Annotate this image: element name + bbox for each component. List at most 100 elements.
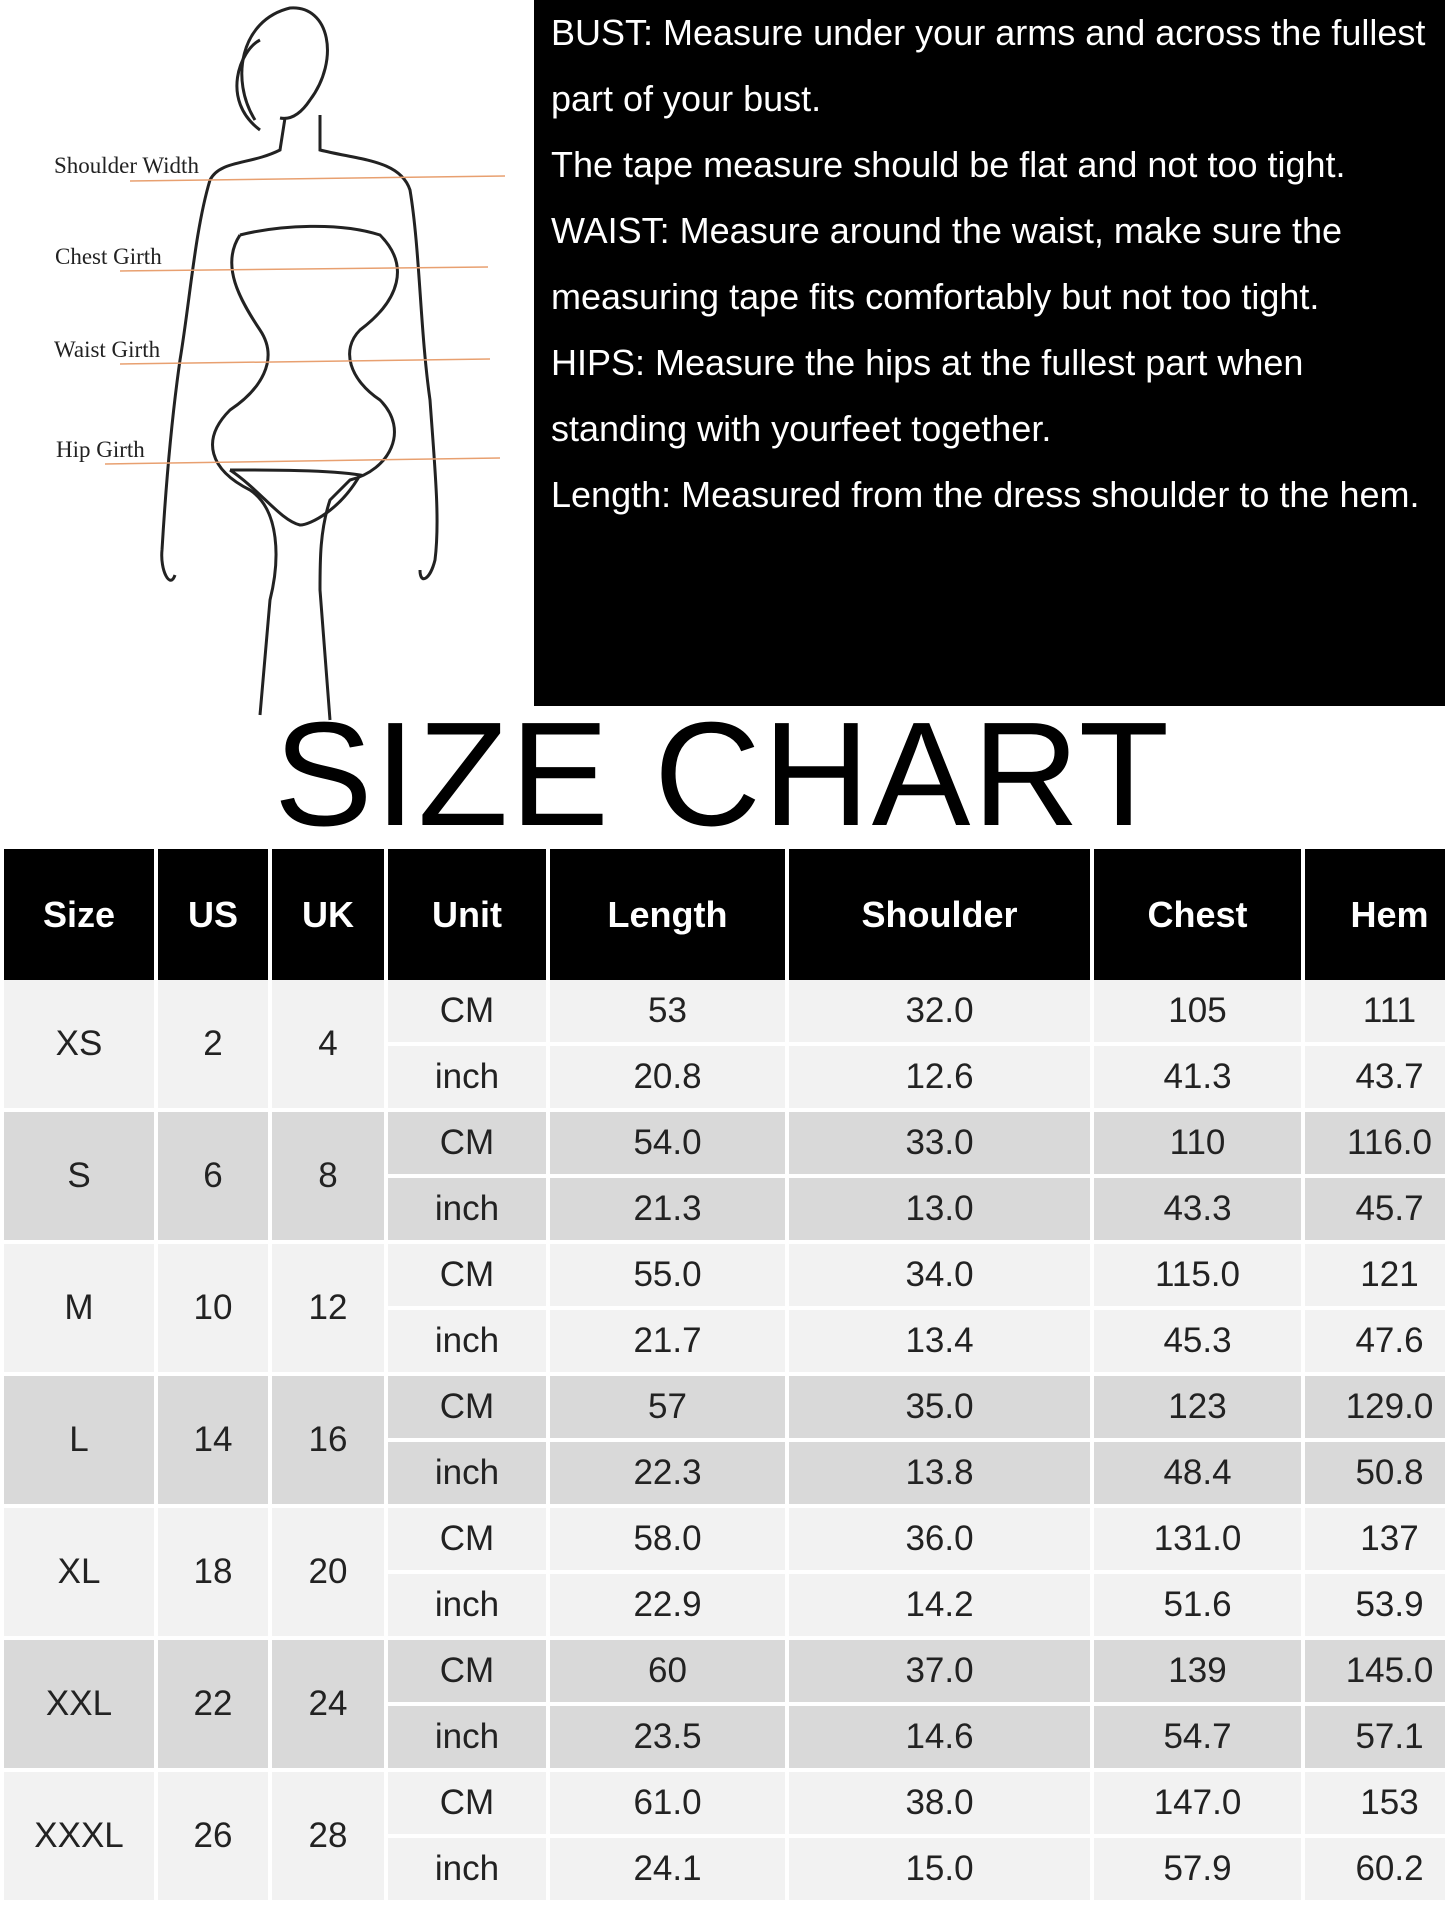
- guide-waist: WAIST: Measure around the waist, make su…: [551, 210, 1343, 317]
- guide-hips: HIPS: Measure the hips at the fullest pa…: [551, 342, 1304, 449]
- table-row: inch 20.8 12.6 41.3 43.7: [4, 1046, 1445, 1112]
- cell-hem: 116.0: [1305, 1112, 1445, 1178]
- cell-uk: 4: [272, 980, 384, 1112]
- cell-uk: 12: [272, 1244, 384, 1376]
- cell-chest: 147.0: [1094, 1772, 1301, 1838]
- cell-shoulder: 35.0: [789, 1376, 1090, 1442]
- cell-us: 6: [158, 1112, 268, 1244]
- table-row: XXL 22 24 CM 60 37.0 139 145.0: [4, 1640, 1445, 1772]
- cell-us: 10: [158, 1244, 268, 1376]
- table-row: inch 21.3 13.0 43.3 45.7: [4, 1178, 1445, 1244]
- body-measurement-figure: Shoulder Width Chest Girth Waist Girth H…: [0, 0, 534, 725]
- cell-us: 18: [158, 1508, 268, 1640]
- table-row: inch 22.9 14.2 51.6 53.9: [4, 1574, 1445, 1640]
- body-outline-illustration: [160, 6, 439, 721]
- column-header-unit: Unit: [388, 849, 546, 980]
- cell-chest: 115.0: [1094, 1244, 1301, 1310]
- cell-length: 23.5: [550, 1706, 785, 1772]
- cell-length: 54.0: [550, 1112, 785, 1178]
- cell-unit: CM: [388, 1244, 546, 1310]
- cell-chest: 110: [1094, 1112, 1301, 1178]
- cell-shoulder: 15.0: [789, 1838, 1090, 1904]
- cell-hem: 137: [1305, 1508, 1445, 1574]
- column-header-uk: UK: [272, 849, 384, 980]
- shoulder-line: [129, 175, 506, 182]
- cell-size: M: [4, 1244, 154, 1376]
- cell-shoulder: 13.0: [789, 1178, 1090, 1244]
- cell-hem: 57.1: [1305, 1706, 1445, 1772]
- table-row: S 6 8 CM 54.0 33.0 110 116.0: [4, 1112, 1445, 1244]
- cell-size: XL: [4, 1508, 154, 1640]
- cell-hem: 145.0: [1305, 1640, 1445, 1706]
- cell-shoulder: 14.6: [789, 1706, 1090, 1772]
- table-row: XS 2 4 CM 53 32.0 105 111: [4, 980, 1445, 1112]
- cell-hem: 45.7: [1305, 1178, 1445, 1244]
- cell-unit: CM: [388, 980, 546, 1046]
- table-header: Size US UK Unit Length Shoulder Chest Hem: [4, 849, 1445, 980]
- cell-hem: 47.6: [1305, 1310, 1445, 1376]
- cell-unit: inch: [388, 1838, 546, 1904]
- cell-unit: CM: [388, 1508, 546, 1574]
- page-title: SIZE CHART: [273, 692, 1172, 857]
- cell-chest: 57.9: [1094, 1838, 1301, 1904]
- cell-uk: 20: [272, 1508, 384, 1640]
- cell-length: 60: [550, 1640, 785, 1706]
- table-row: XXXL 26 28 CM 61.0 38.0 147.0 153: [4, 1772, 1445, 1904]
- cell-unit: inch: [388, 1706, 546, 1772]
- cell-unit: CM: [388, 1772, 546, 1838]
- column-header-hem: Hem: [1305, 849, 1445, 980]
- cell-chest: 131.0: [1094, 1508, 1301, 1574]
- cell-uk: 24: [272, 1640, 384, 1772]
- cell-unit: CM: [388, 1640, 546, 1706]
- waist-line: [119, 358, 491, 365]
- table-row: L 14 16 CM 57 35.0 123 129.0: [4, 1376, 1445, 1508]
- measurement-lines: [104, 175, 506, 465]
- cell-unit: inch: [388, 1178, 546, 1244]
- cell-hem: 53.9: [1305, 1574, 1445, 1640]
- cell-shoulder: 33.0: [789, 1112, 1090, 1178]
- cell-length: 61.0: [550, 1772, 785, 1838]
- cell-chest: 105: [1094, 980, 1301, 1046]
- cell-unit: inch: [388, 1574, 546, 1640]
- cell-length: 58.0: [550, 1508, 785, 1574]
- cell-shoulder: 36.0: [789, 1508, 1090, 1574]
- cell-shoulder: 34.0: [789, 1244, 1090, 1310]
- cell-length: 57: [550, 1376, 785, 1442]
- cell-us: 14: [158, 1376, 268, 1508]
- chest-line: [119, 266, 489, 272]
- cell-uk: 16: [272, 1376, 384, 1508]
- cell-shoulder: 13.8: [789, 1442, 1090, 1508]
- cell-uk: 28: [272, 1772, 384, 1904]
- cell-unit: CM: [388, 1376, 546, 1442]
- table-row: M 10 12 CM 55.0 34.0 115.0 121: [4, 1244, 1445, 1376]
- measurement-guide: BUST: Measure under your arms and across…: [534, 0, 1445, 706]
- cell-size: XXL: [4, 1640, 154, 1772]
- cell-length: 21.7: [550, 1310, 785, 1376]
- cell-shoulder: 32.0: [789, 980, 1090, 1046]
- cell-hem: 60.2: [1305, 1838, 1445, 1904]
- cell-chest: 43.3: [1094, 1178, 1301, 1244]
- cell-chest: 54.7: [1094, 1706, 1301, 1772]
- table-row: inch 21.7 13.4 45.3 47.6: [4, 1310, 1445, 1376]
- column-header-chest: Chest: [1094, 849, 1301, 980]
- cell-chest: 41.3: [1094, 1046, 1301, 1112]
- size-table: Size US UK Unit Length Shoulder Chest Hem XS 2 4 C…: [0, 849, 1445, 1904]
- column-header-size: Size: [4, 849, 154, 980]
- cell-size: XXXL: [4, 1772, 154, 1904]
- cell-chest: 48.4: [1094, 1442, 1301, 1508]
- cell-shoulder: 38.0: [789, 1772, 1090, 1838]
- cell-length: 21.3: [550, 1178, 785, 1244]
- cell-length: 55.0: [550, 1244, 785, 1310]
- table-row: XL 18 20 CM 58.0 36.0 131.0 137: [4, 1508, 1445, 1640]
- table-row: inch 24.1 15.0 57.9 60.2: [4, 1838, 1445, 1904]
- cell-chest: 139: [1094, 1640, 1301, 1706]
- cell-shoulder: 37.0: [789, 1640, 1090, 1706]
- cell-us: 2: [158, 980, 268, 1112]
- cell-chest: 45.3: [1094, 1310, 1301, 1376]
- label-hip-girth: Hip Girth: [56, 437, 145, 462]
- cell-size: L: [4, 1376, 154, 1508]
- column-header-shoulder: Shoulder: [789, 849, 1090, 980]
- column-header-length: Length: [550, 849, 785, 980]
- guide-bust: BUST: Measure under your arms and across…: [551, 12, 1426, 119]
- label-chest-girth: Chest Girth: [55, 244, 162, 269]
